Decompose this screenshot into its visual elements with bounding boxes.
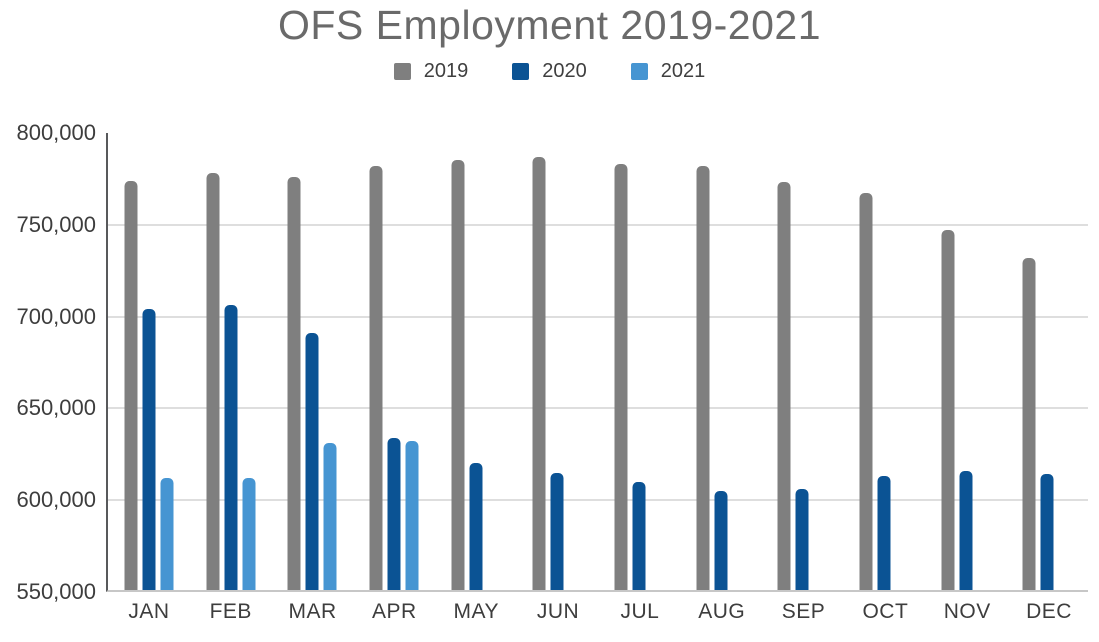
- bar-group: [614, 133, 663, 590]
- legend-swatch-2019: [393, 63, 411, 80]
- bar-2020-aug: [714, 490, 728, 590]
- bar-2021-apr: [405, 441, 419, 590]
- bar-2020-feb: [224, 305, 237, 590]
- bar-2019-oct: [859, 193, 873, 590]
- bar-2021-feb: [242, 478, 255, 590]
- month-cell-sep: [761, 133, 843, 590]
- x-tick-label-jul: JUL: [620, 600, 660, 623]
- bar-group: [1022, 133, 1072, 590]
- bar-2020-apr: [387, 437, 401, 590]
- legend-label: 2019: [423, 60, 469, 82]
- y-tick-label: 600,000: [16, 487, 96, 513]
- bar-2019-apr: [369, 165, 383, 590]
- gridline: [108, 499, 1088, 502]
- month-cell-may: [435, 133, 517, 590]
- legend-label: 2020: [542, 60, 587, 82]
- bar-2021-jan: [160, 478, 174, 590]
- bar-2019-sep: [777, 182, 791, 590]
- y-tick-label: 750,000: [16, 211, 96, 237]
- month-cell-jul: [598, 133, 680, 590]
- bar-group: [287, 133, 337, 590]
- x-tick-label-oct: OCT: [862, 600, 909, 623]
- month-cell-mar: [271, 133, 353, 590]
- bar-2019-mar: [287, 176, 301, 590]
- legend-item-2019: 2019: [393, 60, 469, 83]
- bar-2019-feb: [206, 173, 219, 590]
- x-tick-label-aug: AUG: [698, 600, 746, 623]
- bar-2019-jul: [614, 164, 628, 590]
- legend-item-2020: 2020: [512, 60, 587, 83]
- bar-2019-aug: [696, 165, 710, 590]
- bar-group: [859, 133, 908, 590]
- bar-2020-sep: [795, 489, 809, 590]
- bar-2019-may: [451, 160, 465, 590]
- month-cell-nov: [925, 133, 1007, 590]
- bar-2020-nov: [959, 470, 973, 590]
- y-tick-label: 650,000: [16, 395, 96, 421]
- legend-swatch-2020: [512, 63, 530, 80]
- chart-title: OFS Employment 2019-2021: [278, 2, 821, 48]
- x-tick-label-mar: MAR: [288, 600, 337, 623]
- bar-group: [124, 133, 174, 590]
- bar-2020-jan: [142, 309, 156, 590]
- month-cell-dec: [1006, 133, 1088, 590]
- y-tick-label: 700,000: [16, 303, 96, 329]
- bar-2020-oct: [877, 476, 891, 590]
- x-tick-label-jan: JAN: [128, 600, 170, 623]
- bar-2020-jul: [632, 481, 646, 590]
- bar-group: [777, 133, 827, 590]
- bar-group: [206, 133, 255, 590]
- gridline: [108, 223, 1088, 226]
- x-tick-label-dec: DEC: [1026, 600, 1072, 623]
- bar-2019-nov: [941, 230, 955, 590]
- month-cell-jan: [108, 133, 190, 590]
- bar-2019-jun: [532, 156, 546, 590]
- bar-group: [369, 133, 419, 590]
- bar-2019-jan: [124, 180, 138, 590]
- x-axis-labels: JAN FEB MAR APR MAY JUN JUL AUG SEP OCT NOV DEC: [108, 600, 1090, 624]
- bar-2020-jun: [550, 472, 564, 590]
- x-tick-label-jun: JUN: [536, 600, 580, 623]
- month-cell-apr: [353, 133, 435, 590]
- bar-2020-may: [469, 463, 483, 590]
- x-tick-label-may: MAY: [453, 600, 499, 623]
- y-tick-label: 800,000: [16, 120, 96, 145]
- y-tick-label: 550,000: [16, 579, 96, 604]
- bar-2020-dec: [1040, 474, 1054, 590]
- bar-group: [941, 133, 990, 590]
- bar-group: [696, 133, 745, 590]
- x-tick-label-feb: FEB: [209, 600, 252, 623]
- bar-2020-mar: [305, 332, 319, 590]
- gridline: [108, 407, 1088, 410]
- x-tick-label-apr: APR: [372, 600, 417, 623]
- legend-item-2021: 2021: [630, 60, 706, 83]
- month-cell-oct: [843, 133, 925, 590]
- x-tick-label-nov: NOV: [943, 600, 991, 623]
- bar-groups: [108, 133, 1088, 590]
- bar-group: [451, 133, 500, 590]
- legend-label: 2021: [660, 60, 706, 82]
- bar-2019-dec: [1022, 257, 1036, 590]
- legend: 2019 2020 2021: [0, 60, 1099, 83]
- x-tick-label-sep: SEP: [781, 600, 826, 623]
- month-cell-feb: [190, 133, 272, 590]
- month-cell-jun: [516, 133, 598, 590]
- bar-group: [532, 133, 582, 590]
- plot-area: [106, 133, 1088, 592]
- gridline: [108, 315, 1088, 318]
- month-cell-aug: [680, 133, 762, 590]
- legend-swatch-2021: [630, 63, 648, 80]
- bar-2021-mar: [323, 443, 337, 590]
